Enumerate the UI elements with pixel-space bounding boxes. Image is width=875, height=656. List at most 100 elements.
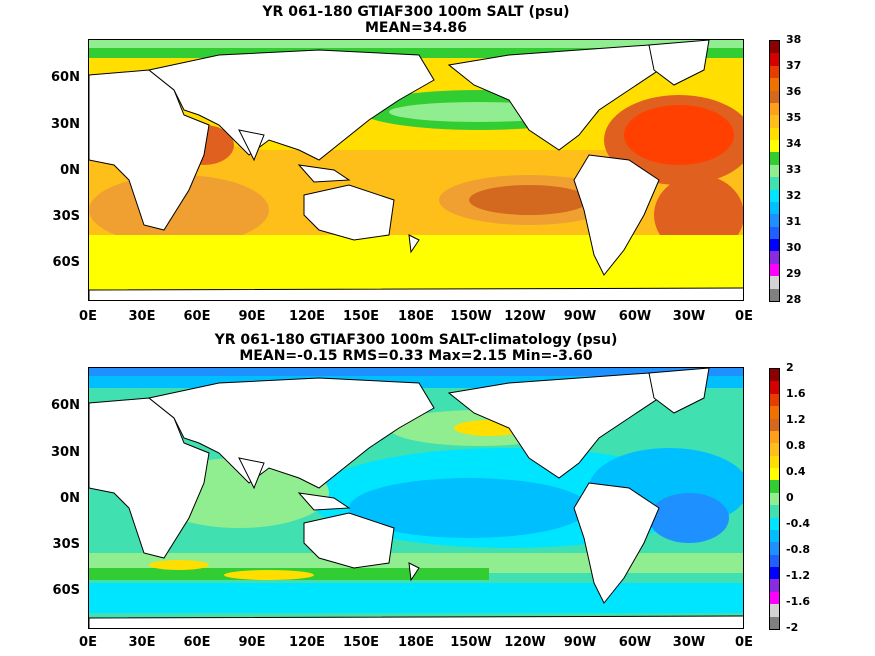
lon-label: 120E — [288, 309, 326, 324]
lon-label: 90E — [238, 635, 266, 650]
colorbar-swatch — [770, 102, 779, 116]
salinity-anomaly-panel: YR 061-180 GTIAF300 100m SALT-climatolog… — [0, 328, 875, 656]
lon-label: 90E — [238, 309, 266, 324]
colorbar-tick-label: 30 — [786, 241, 802, 254]
colorbar-swatch — [770, 381, 779, 394]
lon-label: 150W — [450, 309, 492, 324]
colorbar-swatch — [770, 529, 779, 543]
lon-label: 180E — [397, 635, 435, 650]
colorbar-tick-label: -1.2 — [786, 569, 811, 582]
lat-label-60s: 60S — [52, 583, 80, 598]
colorbar-swatch — [770, 418, 779, 431]
colorbar-swatch — [770, 369, 779, 382]
colorbar-swatch — [770, 468, 779, 481]
lat-label-30n: 30N — [51, 117, 80, 132]
colorbar-tick-label: 0.4 — [786, 465, 806, 478]
lon-label: 0E — [735, 635, 753, 650]
colorbar-swatch — [770, 90, 779, 103]
lon-label: 120E — [288, 635, 326, 650]
colorbar-swatch — [770, 443, 779, 456]
colorbar-swatch — [770, 226, 779, 239]
colorbar-swatch — [770, 263, 779, 277]
lon-label: 90W — [563, 309, 597, 324]
colorbar-swatch — [770, 78, 779, 91]
lon-label: 60W — [618, 309, 652, 324]
colorbar-swatch — [770, 591, 779, 605]
colorbar-swatch — [770, 406, 779, 419]
colorbar-swatch — [770, 41, 779, 54]
colorbar-tick-label: 1.2 — [786, 413, 806, 426]
lon-label: 90W — [563, 635, 597, 650]
colorbar-swatch — [770, 567, 779, 580]
lon-label: 120W — [504, 635, 546, 650]
colorbar-swatch — [770, 164, 779, 178]
colorbar-swatch — [770, 177, 779, 190]
lon-label: 0E — [735, 309, 753, 324]
lon-label: 30W — [672, 309, 706, 324]
colorbar-tick-label: 34 — [786, 137, 802, 150]
colorbar-swatch — [770, 53, 779, 66]
colorbar-swatch — [770, 455, 779, 468]
colorbar-tick-label: 31 — [786, 215, 802, 228]
lon-label: 30E — [128, 309, 156, 324]
colorbar-tick-label: 29 — [786, 267, 802, 280]
colorbar-swatch — [770, 140, 779, 153]
lon-label: 180E — [397, 309, 435, 324]
colorbar-tick-label: 38 — [786, 33, 802, 46]
lat-label-60n: 60N — [51, 70, 80, 85]
lon-label: 120W — [504, 309, 546, 324]
colorbar-swatch — [770, 115, 779, 128]
colorbar-swatch — [770, 251, 779, 264]
lon-label: 150E — [342, 309, 380, 324]
colorbar-swatch — [770, 288, 779, 301]
colorbar-tick-label: -0.8 — [786, 543, 811, 556]
anomaly-map — [88, 367, 744, 629]
lon-label: 30W — [672, 635, 706, 650]
panel-subtitle: MEAN=-0.15 RMS=0.33 Max=2.15 Min=-3.60 — [239, 348, 593, 364]
anomaly-field — [89, 368, 743, 628]
colorbar-swatch — [770, 276, 779, 289]
colorbar-tick-label: 36 — [786, 85, 802, 98]
colorbar-swatch — [770, 189, 779, 202]
colorbar-swatch — [770, 127, 779, 140]
colorbar-tick-label: 1.6 — [786, 387, 806, 400]
lat-label-30n: 30N — [51, 445, 80, 460]
salinity-map — [88, 39, 744, 301]
colorbar-tick-label: 28 — [786, 293, 802, 306]
lon-label: 150W — [450, 635, 492, 650]
lon-label: 0E — [79, 309, 97, 324]
colorbar-swatch — [770, 152, 779, 165]
colorbar-swatch — [770, 616, 779, 629]
lon-label: 150E — [342, 635, 380, 650]
panel-title: YR 061-180 GTIAF300 100m SALT-climatolog… — [214, 332, 618, 348]
colorbar-swatch — [770, 492, 779, 506]
colorbar-swatch — [770, 554, 779, 567]
colorbar-tick-label: -2 — [786, 621, 799, 634]
lat-label-60s: 60S — [52, 255, 80, 270]
lat-label-0n: 0N — [60, 163, 80, 178]
colorbar-tick-label: 35 — [786, 111, 802, 124]
colorbar-swatch — [770, 480, 779, 493]
colorbar-swatch — [770, 201, 779, 215]
lon-label: 60E — [183, 635, 211, 650]
colorbar-swatch — [770, 604, 779, 617]
colorbar-swatch — [770, 393, 779, 407]
colorbar-swatch — [770, 579, 779, 592]
lon-label: 30E — [128, 635, 156, 650]
colorbar-tick-label: 0.8 — [786, 439, 806, 452]
colorbar — [769, 40, 780, 302]
colorbar-swatch — [770, 239, 779, 252]
colorbar-tick-label: -0.4 — [786, 517, 811, 530]
colorbar-tick-label: 32 — [786, 189, 802, 202]
lon-label: 0E — [79, 635, 97, 650]
colorbar-swatch — [770, 517, 779, 530]
colorbar-tick-label: -1.6 — [786, 595, 811, 608]
lat-label-30s: 30S — [52, 209, 80, 224]
panel-subtitle: MEAN=34.86 — [364, 20, 468, 36]
lat-label-30s: 30S — [52, 537, 80, 552]
lat-label-60n: 60N — [51, 398, 80, 413]
colorbar-swatch — [770, 65, 779, 79]
colorbar-swatch — [770, 505, 779, 518]
colorbar-tick-label: 37 — [786, 59, 802, 72]
lon-label: 60E — [183, 309, 211, 324]
